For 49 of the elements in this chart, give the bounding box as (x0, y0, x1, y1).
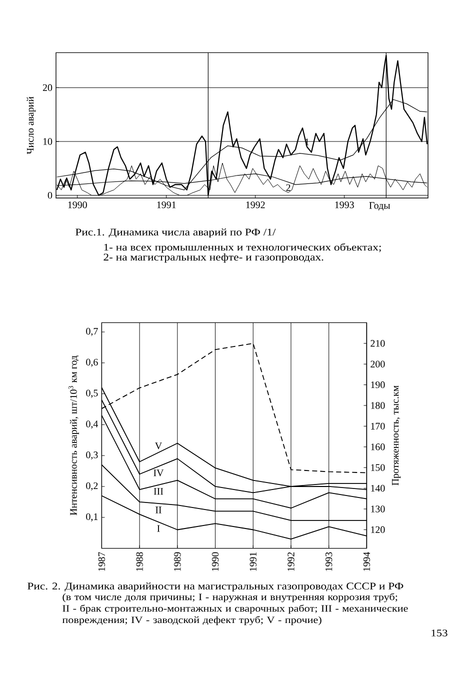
x-tick-label: 1991 (250, 552, 256, 571)
series-label: IV (154, 470, 164, 476)
x-tick-label: 1992 (288, 552, 294, 571)
y2-tick-label: 170 (371, 422, 385, 430)
y2-tick-label: 210 (370, 340, 385, 347)
series-label: II (156, 506, 162, 514)
text: 153 (432, 630, 448, 636)
y-tick-label: 20 (42, 84, 52, 92)
y2-tick-label: 190 (371, 381, 385, 388)
y-tick-label: 0,6 (86, 358, 98, 367)
text: (в том числе доля причины; I - наружная и внутренняя коррозия труб; II - брак строительно-монтажных и сварочных работ; III - механические повреждения; IV - заводской дефект труб; V - прочие) (62, 593, 408, 626)
y-tick-label: 0,7 (86, 328, 98, 336)
series-label: I (157, 525, 160, 532)
y2-axis-title: Протяженность, тыс.км (392, 386, 401, 486)
text: Рис. 2. Динамика аварийности на магистральных газопроводах СССР и РФ (28, 582, 404, 592)
series-label: V (155, 442, 162, 450)
y2-tick-label: 150 (371, 464, 385, 471)
x-tick-label: 1990 (212, 552, 219, 571)
x-tick-label: 1992 (246, 202, 265, 208)
y-tick-label: 0,2 (86, 482, 98, 491)
x-tick-label: 1994 (363, 552, 370, 571)
y-tick-label: 0,4 (86, 420, 98, 429)
x-tick-label: 1991 (157, 202, 176, 208)
y-axis-title: Интенсивность аварий, шт/10$^{3}$ км год (68, 356, 79, 516)
y2-tick-label: 120 (371, 526, 385, 534)
x-tick-label: 1987 (98, 552, 106, 571)
y-tick-label: 0 (48, 192, 52, 199)
y-tick-label: 10 (43, 138, 52, 145)
x-tick-label: 1989 (174, 552, 181, 571)
x-axis-title: Годы (369, 202, 390, 211)
x-tick-label: 1988 (136, 552, 143, 571)
series-label: 2 (286, 184, 290, 191)
y-tick-label: 0,1 (86, 513, 98, 522)
text: 2- на магистральных нефте- и газопроводах. (104, 253, 324, 263)
text: Рис.1. Динамика числа аварий по РФ /1/ (76, 228, 276, 238)
y2-tick-label: 200 (370, 360, 385, 368)
x-tick-label: 1993 (335, 202, 354, 208)
x-tick-label: 1993 (326, 552, 332, 571)
y2-tick-label: 160 (371, 444, 385, 450)
y2-tick-label: 180 (371, 402, 385, 409)
y2-tick-label: 130 (371, 506, 385, 512)
y-axis-title: Число аварий (26, 96, 36, 154)
y2-tick-label: 140 (371, 484, 385, 492)
y-tick-label: 0,3 (86, 452, 98, 460)
x-tick-label: 1990 (68, 202, 87, 208)
series-label: III (154, 488, 164, 495)
text: 1- на всех промышленных и технологических объектах; (104, 243, 381, 253)
y-tick-label: 0,5 (86, 390, 98, 398)
series-label: 1 (305, 138, 309, 146)
